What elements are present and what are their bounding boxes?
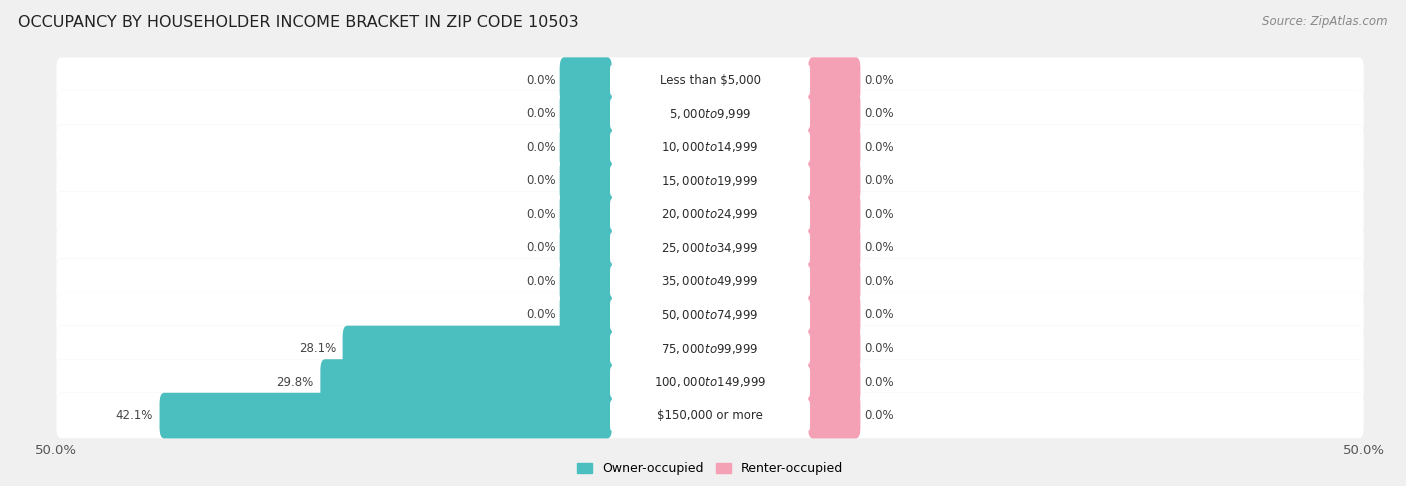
FancyBboxPatch shape bbox=[808, 191, 860, 237]
FancyBboxPatch shape bbox=[610, 98, 810, 129]
Text: 0.0%: 0.0% bbox=[526, 275, 555, 288]
FancyBboxPatch shape bbox=[56, 57, 1364, 103]
FancyBboxPatch shape bbox=[560, 292, 612, 338]
FancyBboxPatch shape bbox=[808, 326, 860, 371]
Text: 28.1%: 28.1% bbox=[299, 342, 336, 355]
Text: $10,000 to $14,999: $10,000 to $14,999 bbox=[661, 140, 759, 154]
FancyBboxPatch shape bbox=[610, 232, 810, 263]
FancyBboxPatch shape bbox=[56, 91, 1364, 137]
FancyBboxPatch shape bbox=[56, 292, 1364, 338]
FancyBboxPatch shape bbox=[56, 359, 1364, 405]
FancyBboxPatch shape bbox=[343, 326, 612, 371]
FancyBboxPatch shape bbox=[56, 292, 1364, 338]
Text: $5,000 to $9,999: $5,000 to $9,999 bbox=[669, 106, 751, 121]
Text: $50,000 to $74,999: $50,000 to $74,999 bbox=[661, 308, 759, 322]
Text: 0.0%: 0.0% bbox=[865, 107, 894, 120]
FancyBboxPatch shape bbox=[56, 359, 1364, 405]
Text: 0.0%: 0.0% bbox=[526, 242, 555, 254]
Text: Less than $5,000: Less than $5,000 bbox=[659, 73, 761, 87]
Text: 0.0%: 0.0% bbox=[526, 208, 555, 221]
Text: 0.0%: 0.0% bbox=[865, 342, 894, 355]
Text: $15,000 to $19,999: $15,000 to $19,999 bbox=[661, 174, 759, 188]
Text: 0.0%: 0.0% bbox=[865, 141, 894, 154]
FancyBboxPatch shape bbox=[808, 359, 860, 405]
Legend: Owner-occupied, Renter-occupied: Owner-occupied, Renter-occupied bbox=[572, 457, 848, 481]
Text: $75,000 to $99,999: $75,000 to $99,999 bbox=[661, 342, 759, 355]
FancyBboxPatch shape bbox=[610, 400, 810, 431]
FancyBboxPatch shape bbox=[560, 91, 612, 137]
FancyBboxPatch shape bbox=[56, 393, 1364, 438]
FancyBboxPatch shape bbox=[610, 199, 810, 230]
FancyBboxPatch shape bbox=[56, 225, 1364, 271]
FancyBboxPatch shape bbox=[808, 158, 860, 204]
FancyBboxPatch shape bbox=[56, 124, 1364, 170]
Text: 0.0%: 0.0% bbox=[526, 141, 555, 154]
Text: OCCUPANCY BY HOUSEHOLDER INCOME BRACKET IN ZIP CODE 10503: OCCUPANCY BY HOUSEHOLDER INCOME BRACKET … bbox=[18, 15, 579, 30]
FancyBboxPatch shape bbox=[56, 259, 1364, 304]
FancyBboxPatch shape bbox=[610, 333, 810, 364]
FancyBboxPatch shape bbox=[56, 91, 1364, 137]
FancyBboxPatch shape bbox=[808, 393, 860, 438]
Text: $150,000 or more: $150,000 or more bbox=[657, 409, 763, 422]
FancyBboxPatch shape bbox=[56, 124, 1364, 170]
FancyBboxPatch shape bbox=[610, 65, 810, 96]
Text: $25,000 to $34,999: $25,000 to $34,999 bbox=[661, 241, 759, 255]
Text: 0.0%: 0.0% bbox=[865, 73, 894, 87]
FancyBboxPatch shape bbox=[610, 299, 810, 330]
FancyBboxPatch shape bbox=[321, 359, 612, 405]
FancyBboxPatch shape bbox=[610, 132, 810, 163]
Text: 0.0%: 0.0% bbox=[526, 73, 555, 87]
FancyBboxPatch shape bbox=[808, 57, 860, 103]
FancyBboxPatch shape bbox=[56, 158, 1364, 204]
FancyBboxPatch shape bbox=[560, 158, 612, 204]
Text: 42.1%: 42.1% bbox=[115, 409, 153, 422]
Text: 0.0%: 0.0% bbox=[865, 208, 894, 221]
Text: Source: ZipAtlas.com: Source: ZipAtlas.com bbox=[1263, 15, 1388, 28]
Text: 0.0%: 0.0% bbox=[526, 174, 555, 187]
Text: 0.0%: 0.0% bbox=[865, 242, 894, 254]
Text: 0.0%: 0.0% bbox=[865, 174, 894, 187]
FancyBboxPatch shape bbox=[56, 225, 1364, 271]
FancyBboxPatch shape bbox=[56, 326, 1364, 371]
Text: $20,000 to $24,999: $20,000 to $24,999 bbox=[661, 208, 759, 221]
FancyBboxPatch shape bbox=[56, 326, 1364, 371]
FancyBboxPatch shape bbox=[610, 366, 810, 398]
FancyBboxPatch shape bbox=[560, 57, 612, 103]
FancyBboxPatch shape bbox=[560, 225, 612, 271]
FancyBboxPatch shape bbox=[56, 259, 1364, 304]
FancyBboxPatch shape bbox=[56, 191, 1364, 237]
Text: $100,000 to $149,999: $100,000 to $149,999 bbox=[654, 375, 766, 389]
Text: 0.0%: 0.0% bbox=[865, 409, 894, 422]
FancyBboxPatch shape bbox=[808, 292, 860, 338]
FancyBboxPatch shape bbox=[56, 57, 1364, 103]
FancyBboxPatch shape bbox=[159, 393, 612, 438]
FancyBboxPatch shape bbox=[610, 266, 810, 297]
FancyBboxPatch shape bbox=[560, 191, 612, 237]
Text: 29.8%: 29.8% bbox=[277, 376, 314, 388]
FancyBboxPatch shape bbox=[610, 165, 810, 196]
Text: 0.0%: 0.0% bbox=[865, 376, 894, 388]
FancyBboxPatch shape bbox=[56, 191, 1364, 237]
FancyBboxPatch shape bbox=[808, 91, 860, 137]
FancyBboxPatch shape bbox=[808, 124, 860, 170]
FancyBboxPatch shape bbox=[560, 259, 612, 304]
FancyBboxPatch shape bbox=[808, 259, 860, 304]
Text: 0.0%: 0.0% bbox=[865, 275, 894, 288]
Text: 0.0%: 0.0% bbox=[865, 309, 894, 321]
Text: 0.0%: 0.0% bbox=[526, 309, 555, 321]
FancyBboxPatch shape bbox=[56, 393, 1364, 438]
FancyBboxPatch shape bbox=[56, 158, 1364, 204]
FancyBboxPatch shape bbox=[560, 124, 612, 170]
Text: 0.0%: 0.0% bbox=[526, 107, 555, 120]
Text: $35,000 to $49,999: $35,000 to $49,999 bbox=[661, 275, 759, 288]
FancyBboxPatch shape bbox=[808, 225, 860, 271]
